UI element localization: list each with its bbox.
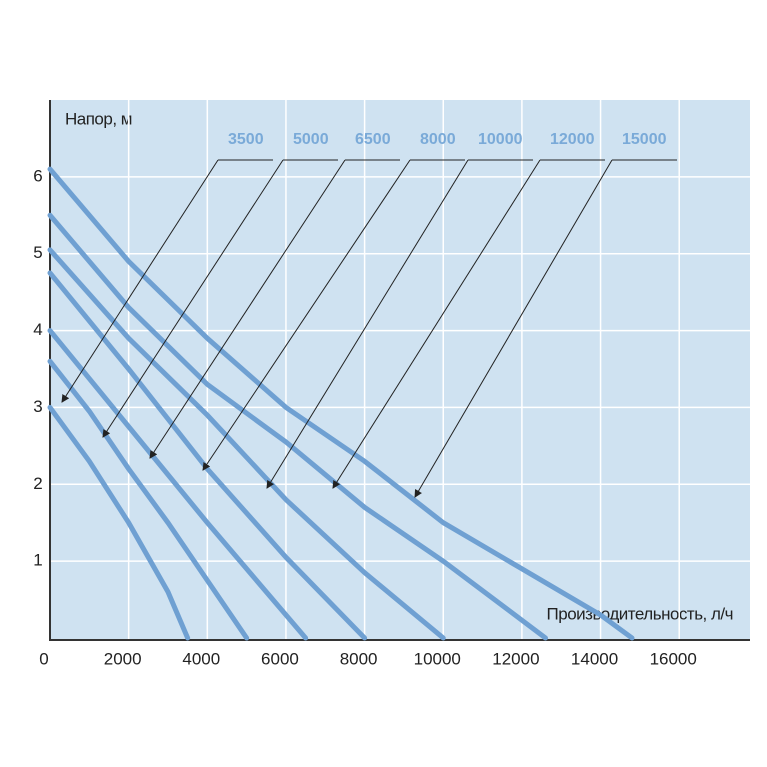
leader-arrow <box>332 159 541 489</box>
curve <box>47 247 446 641</box>
x-tick-label: 14000 <box>571 649 618 668</box>
curve <box>47 212 549 641</box>
leader-arrow <box>266 159 469 489</box>
x-tick-label: 16000 <box>650 649 697 668</box>
series-label: 5000 <box>293 131 329 148</box>
curve <box>47 328 309 641</box>
series-label: 8000 <box>420 131 456 148</box>
leader-arrow <box>202 159 411 471</box>
series-label: 12000 <box>550 131 595 148</box>
x-axis-label: Производительность, л/ч <box>547 604 733 623</box>
y-tick-label: 2 <box>33 474 42 493</box>
curve <box>47 166 635 641</box>
leader-arrow <box>61 159 219 403</box>
leader-arrow <box>414 159 613 498</box>
x-tick-label: 0 <box>39 649 48 668</box>
y-axis-label: Напор, м <box>65 109 132 128</box>
curve <box>47 358 250 641</box>
y-tick-label: 6 <box>33 166 42 185</box>
x-tick-label: 12000 <box>492 649 539 668</box>
series-label: 6500 <box>355 131 391 148</box>
x-tick-label: 8000 <box>340 649 378 668</box>
leader-arrow <box>149 159 346 459</box>
x-tick-label: 2000 <box>104 649 142 668</box>
y-tick-label: 1 <box>33 551 42 570</box>
x-tick-label: 4000 <box>182 649 220 668</box>
series-label: 10000 <box>478 131 523 148</box>
x-tick-label: 10000 <box>414 649 461 668</box>
series-label: 15000 <box>622 131 667 148</box>
y-tick-label: 5 <box>33 243 42 262</box>
plot-area <box>50 100 750 640</box>
series-label: 3500 <box>228 131 264 148</box>
y-tick-label: 3 <box>33 397 42 416</box>
curve <box>47 404 191 641</box>
leader-arrow <box>102 159 284 438</box>
y-tick-label: 4 <box>33 320 42 339</box>
x-tick-label: 6000 <box>261 649 299 668</box>
